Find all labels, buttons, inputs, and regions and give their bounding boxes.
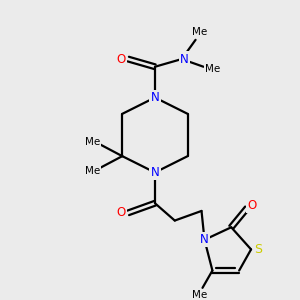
Text: N: N [151,91,159,104]
Text: O: O [117,52,126,66]
Text: Me: Me [192,27,207,37]
Text: Me: Me [85,166,100,176]
Text: N: N [151,166,159,179]
Text: N: N [180,52,189,66]
Text: N: N [200,233,209,246]
Text: O: O [248,199,257,212]
Text: Me: Me [192,290,207,300]
Text: S: S [254,243,262,256]
Text: O: O [117,206,126,219]
Text: Me: Me [205,64,220,74]
Text: Me: Me [85,137,100,147]
